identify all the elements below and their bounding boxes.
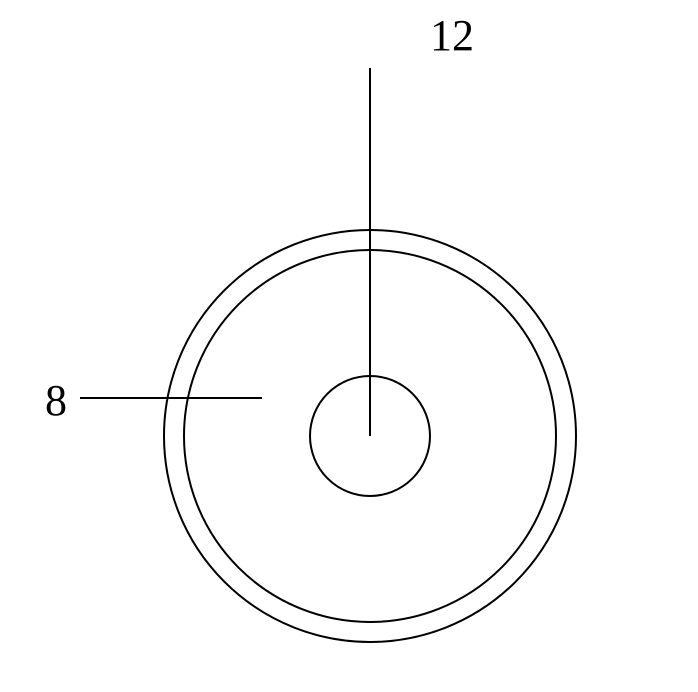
callout-label-12: 12 — [430, 11, 474, 60]
technical-diagram: 12 8 — [0, 0, 698, 692]
callout-label-8: 8 — [45, 376, 67, 425]
